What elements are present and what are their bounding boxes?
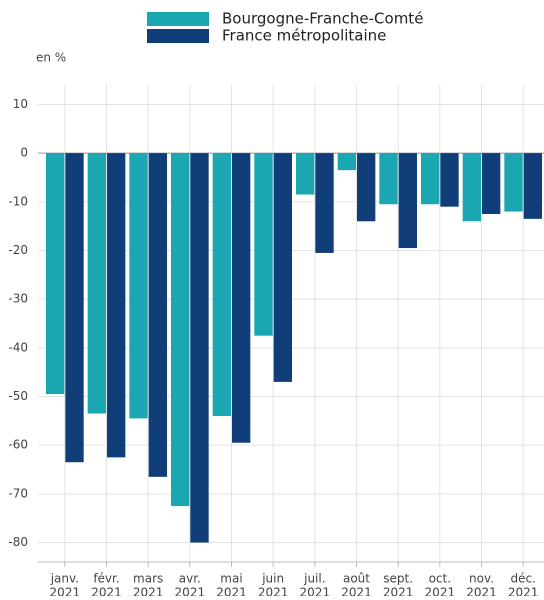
y-tick-label: -20 (8, 243, 28, 257)
bar (421, 153, 440, 205)
y-tick-label: -70 (8, 486, 28, 500)
x-tick-label: mai (220, 572, 242, 586)
legend-swatch (147, 12, 209, 26)
x-tick-label: sept. (383, 572, 413, 586)
x-tick-label: juin (261, 572, 284, 586)
bar (357, 153, 376, 222)
x-tick-label: oct. (429, 572, 451, 586)
y-tick-label: -80 (8, 535, 28, 549)
x-tick-label: 2021 (175, 586, 206, 597)
x-tick-label: 2021 (258, 586, 289, 597)
y-tick-label: -30 (8, 292, 28, 306)
bar (171, 153, 190, 507)
x-tick-label: nov. (469, 572, 494, 586)
x-tick-label: 2021 (216, 586, 247, 597)
bar (440, 153, 459, 207)
x-tick-label: mars (133, 572, 163, 586)
bar (482, 153, 501, 214)
legend-label: France métropolitaine (222, 27, 386, 45)
bar (462, 153, 481, 222)
bar (212, 153, 231, 416)
bar (379, 153, 398, 205)
x-tick-label: déc. (510, 572, 535, 586)
y-tick-label: -60 (8, 438, 28, 452)
bar (273, 153, 292, 382)
bar (129, 153, 148, 419)
x-tick-label: 2021 (383, 586, 414, 597)
bar (46, 153, 65, 395)
x-tick-label: 2021 (91, 586, 122, 597)
x-tick-label: janv. (50, 572, 79, 586)
legend-swatch (147, 29, 209, 43)
y-tick-label: -10 (8, 194, 28, 208)
x-tick-label: 2021 (341, 586, 372, 597)
bar (107, 153, 126, 458)
x-tick-label: 2021 (425, 586, 456, 597)
x-tick-label: avr. (179, 572, 201, 586)
x-tick-label: 2021 (508, 586, 539, 597)
bar (296, 153, 315, 195)
bar (315, 153, 334, 253)
bar (65, 153, 84, 463)
y-tick-label: 0 (20, 146, 28, 160)
bar (190, 153, 209, 543)
x-tick-label: juil. (303, 572, 325, 586)
bar (337, 153, 356, 171)
x-tick-label: févr. (93, 572, 119, 586)
y-tick-label: -50 (8, 389, 28, 403)
y-tick-label: -40 (8, 340, 28, 354)
x-tick-label: août (343, 572, 370, 586)
bar (232, 153, 251, 443)
bar (504, 153, 523, 212)
bar (398, 153, 417, 249)
legend-label: Bourgogne-Franche-Comté (222, 10, 423, 28)
bar (87, 153, 106, 414)
x-tick-label: 2021 (466, 586, 497, 597)
bar (148, 153, 167, 477)
x-tick-label: 2021 (50, 586, 81, 597)
bar (254, 153, 273, 336)
y-tick-label: 10 (13, 97, 28, 111)
bar (523, 153, 542, 219)
y-unit-label: en % (36, 51, 66, 65)
x-tick-label: 2021 (133, 586, 164, 597)
x-tick-label: 2021 (300, 586, 331, 597)
